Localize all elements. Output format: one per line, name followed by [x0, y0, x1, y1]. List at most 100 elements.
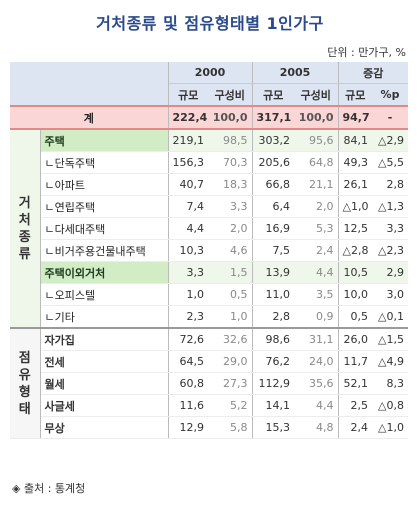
table-cell: 3,3	[208, 195, 253, 218]
row-label: 사글세	[40, 394, 169, 417]
table-cell: 2,3	[168, 305, 208, 329]
table-cell: 3,3	[168, 261, 208, 284]
table-cell: 10,0	[338, 283, 372, 306]
source-note: ◈ 출처 : 통계청	[12, 482, 86, 495]
table-cell: 0,5	[338, 305, 372, 329]
table-cell: 98,5	[208, 128, 253, 152]
row-label: 주택이외거처	[40, 261, 169, 284]
table-cell: 84,1	[338, 128, 372, 152]
table-row: 사글세 11,6 5,2 14,1 4,4 2,5 △0,8	[10, 394, 408, 417]
table-cell: 11,0	[252, 283, 294, 306]
table-cell: 4,6	[208, 239, 253, 262]
table-cell: 219,1	[168, 128, 208, 152]
table-cell: 10,3	[168, 239, 208, 262]
table-cell: 2,8	[372, 173, 408, 196]
table-cell: 7,4	[168, 195, 208, 218]
chart-title: 거처종류 및 점유형태별 1인가구	[96, 14, 324, 33]
table-cell: 31,1	[294, 327, 339, 351]
table-cell: 0,5	[208, 283, 253, 306]
table-cell: 112,9	[252, 372, 294, 395]
table-cell: 94,7	[338, 105, 372, 130]
table-cell: 100,0	[294, 105, 339, 130]
table-cell: 26,1	[338, 173, 372, 196]
table-cell: △0,1	[372, 305, 408, 329]
table-cell: 2,4	[294, 239, 339, 262]
table-cell: 13,9	[252, 261, 294, 284]
header-col-share-2000: 구성비	[208, 83, 253, 107]
table-cell: 0,9	[294, 305, 339, 329]
data-table: 2000 2005 증감 규모 구성비 규모 구성비 규모 %p 계 222,4 1…	[10, 62, 408, 439]
unit-note: 단위 : 만가구, %	[327, 46, 406, 59]
header-change: 증감	[338, 62, 408, 84]
table-row: 주택이외거처 3,3 1,5 13,9 4,4 10,5 2,9	[10, 261, 408, 284]
table-cell: 24,0	[294, 350, 339, 373]
row-label: ㄴ비거주용건물내주택	[40, 239, 169, 262]
table-cell: 2,0	[294, 195, 339, 218]
table-row: 무상 12,9 5,8 15,3 4,8 2,4 △1,0	[10, 416, 408, 439]
table-cell: 2,4	[338, 416, 372, 439]
table-cell: 3,5	[294, 283, 339, 306]
table-cell: △1,5	[372, 327, 408, 351]
table-cell: 76,2	[252, 350, 294, 373]
table-cell: 2,8	[252, 305, 294, 329]
table-cell: 2,0	[208, 217, 253, 240]
table-cell: 18,3	[208, 173, 253, 196]
table-cell: 98,6	[252, 327, 294, 351]
table-cell: 29,0	[208, 350, 253, 373]
table-cell: △1,0	[372, 416, 408, 439]
total-row: 계 222,4 100,0 317,1 100,0 94,7-	[10, 105, 408, 130]
header-row-years: 2000 2005 증감	[10, 62, 408, 107]
table-row: ㄴ아파트 40,7 18,3 66,8 21,1 26,1 2,8	[10, 173, 408, 196]
table-cell: 1,0	[208, 305, 253, 329]
table-cell: 14,1	[252, 394, 294, 417]
table-cell: 5,3	[294, 217, 339, 240]
row-label: ㄴ연립주택	[40, 195, 169, 218]
table-cell: 222,4	[168, 105, 208, 130]
table-cell: 66,8	[252, 173, 294, 196]
table-cell: 4,4	[168, 217, 208, 240]
table-cell: △1,3	[372, 195, 408, 218]
table-cell: 64,8	[294, 151, 339, 174]
table-cell: 40,7	[168, 173, 208, 196]
header-col-pp-change: %p	[372, 83, 408, 107]
table-row: ㄴ연립주택 7,4 3,3 6,4 2,0 △1,0 △1,3	[10, 195, 408, 218]
table-row: 월세 60,8 27,3 112,9 35,6 52,1 8,3	[10, 372, 408, 395]
row-label: 무상	[40, 416, 169, 439]
row-label: ㄴ기타	[40, 305, 169, 329]
row-label: ㄴ오피스텔	[40, 283, 169, 306]
table-row: 전세 64,5 29,0 76,2 24,0 11,7 △4,9	[10, 350, 408, 373]
row-label: ㄴ단독주택	[40, 151, 169, 174]
header-corner	[10, 62, 169, 107]
table-cell: 303,2	[252, 128, 294, 152]
table-cell: 3,0	[372, 283, 408, 306]
table-cell: 4,4	[294, 394, 339, 417]
table-cell: 52,1	[338, 372, 372, 395]
table-cell: 205,6	[252, 151, 294, 174]
table-cell: △5,5	[372, 151, 408, 174]
table-cell: △4,9	[372, 350, 408, 373]
header-year-2000: 2000	[168, 62, 253, 84]
table-cell: 2,9	[372, 261, 408, 284]
table-cell: 72,6	[168, 327, 208, 351]
row-label: ㄴ아파트	[40, 173, 169, 196]
table-cell: 27,3	[208, 372, 253, 395]
table-cell: 1,5	[208, 261, 253, 284]
table-row: 점유형태 자가집 72,6 32,6 98,6 31,1 26,0 △1,5	[10, 327, 408, 439]
row-group-label: 거처종류	[10, 128, 41, 329]
header-col-share-2005: 구성비	[294, 83, 339, 107]
table-cell: 8,3	[372, 372, 408, 395]
table-cell: 32,6	[208, 327, 253, 351]
row-label: 월세	[40, 372, 169, 395]
table-row: 거처종류 주택 219,1 98,5 303,2 95,6 84,1 △2,9	[10, 128, 408, 329]
table-cell: 12,5	[338, 217, 372, 240]
table-cell: 6,4	[252, 195, 294, 218]
table-cell: △2,9	[372, 128, 408, 152]
table-cell: △0,8	[372, 394, 408, 417]
header-col-size-change: 규모	[338, 83, 372, 107]
table-cell: 21,1	[294, 173, 339, 196]
table-cell: 60,8	[168, 372, 208, 395]
table-cell: 26,0	[338, 327, 372, 351]
table-cell: 156,3	[168, 151, 208, 174]
table-row: ㄴ비거주용건물내주택 10,3 4,6 7,5 2,4 △2,8 △2,3	[10, 239, 408, 262]
table-cell: 49,3	[338, 151, 372, 174]
